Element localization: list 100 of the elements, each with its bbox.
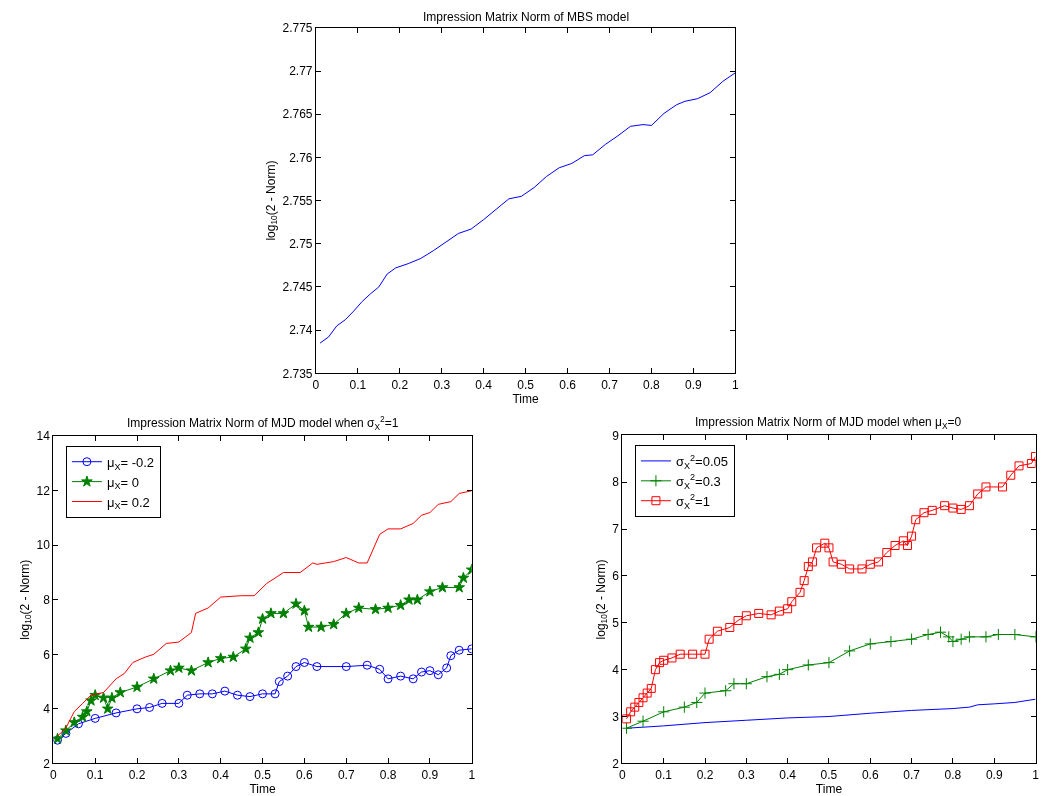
y-tick-label: 2.74 (289, 323, 313, 338)
point (425, 666, 435, 676)
point (265, 607, 277, 619)
legend-label: μ$_{X}$= -0.2 (106, 454, 155, 472)
point (655, 658, 665, 668)
point (659, 655, 669, 665)
y-tick-label: 2.77 (289, 64, 313, 79)
point (232, 690, 242, 700)
point (173, 661, 185, 673)
point (712, 626, 722, 636)
y-tick-label: 4 (43, 702, 51, 717)
x-tick-label: 0.7 (601, 377, 619, 392)
point (940, 501, 950, 511)
point (369, 603, 382, 615)
point (733, 615, 743, 625)
point (245, 692, 255, 702)
x-tick-label: 0.9 (985, 767, 1003, 782)
y-tick-label: 9 (612, 428, 620, 443)
x-tick-label: 0.9 (685, 377, 703, 392)
point (101, 702, 114, 714)
x-tick-label: 0.8 (643, 377, 661, 392)
point (442, 663, 452, 673)
point (630, 702, 640, 712)
point (283, 671, 293, 681)
point (622, 722, 633, 735)
y-tick-label: 2 (43, 756, 51, 771)
point (704, 634, 714, 644)
point (394, 599, 407, 611)
point (446, 651, 456, 661)
x-tick-label: 0 (312, 377, 320, 392)
point (1026, 459, 1036, 469)
point (927, 505, 937, 515)
point (195, 689, 205, 699)
point (725, 623, 735, 632)
point (898, 536, 908, 546)
point (973, 489, 983, 499)
point (690, 696, 703, 709)
point (362, 660, 372, 670)
x-tick-label: 1 (1032, 767, 1040, 782)
point (622, 714, 631, 724)
point (239, 642, 252, 654)
point (312, 662, 322, 672)
point (787, 597, 797, 607)
x-tick-label: 0.4 (779, 767, 797, 782)
point (220, 686, 230, 696)
point (132, 704, 142, 714)
point (145, 702, 155, 712)
point (955, 633, 968, 646)
point (157, 698, 167, 708)
x-axis-title: Time (249, 781, 276, 796)
point (874, 557, 884, 567)
point (626, 707, 636, 717)
y-tick-label: 2 (612, 756, 620, 771)
point (997, 482, 1007, 492)
x-tick-label: 0.2 (128, 767, 146, 782)
point (182, 690, 192, 700)
point (174, 698, 184, 708)
y-tick-label: 12 (36, 483, 51, 498)
x-tick-label: 0.7 (337, 767, 355, 782)
point (227, 650, 240, 663)
y-tick-label: 7 (612, 522, 620, 537)
point (646, 683, 656, 693)
point (147, 672, 160, 684)
point (298, 604, 311, 616)
point (291, 662, 301, 672)
x-tick-label: 1 (468, 767, 476, 782)
x-tick-label: 0.4 (212, 767, 230, 782)
x-tick-label: 0.1 (655, 767, 673, 782)
point (857, 564, 867, 574)
x-tick-label: 0 (619, 767, 627, 782)
line-series (319, 72, 736, 344)
point (802, 658, 815, 672)
point (948, 503, 958, 513)
x-tick-label: 0.5 (254, 767, 272, 782)
legend-label: μ$_{X}$= 0 (106, 474, 139, 492)
point (807, 557, 817, 567)
point (890, 541, 900, 551)
point (76, 710, 89, 723)
y-tick-label: 8 (612, 475, 620, 490)
point (963, 630, 976, 643)
point (68, 716, 81, 728)
point (700, 649, 710, 659)
point (922, 628, 935, 641)
point (408, 674, 418, 684)
point (403, 593, 415, 605)
point (638, 693, 648, 703)
point (884, 635, 898, 648)
point (864, 637, 877, 650)
point (812, 543, 822, 553)
point (274, 677, 284, 687)
point (258, 689, 268, 699)
x-axis-title: Time (512, 391, 540, 406)
x-tick-label: 0.1 (349, 377, 367, 392)
point (760, 670, 774, 683)
y-tick-label: 2.765 (282, 107, 313, 122)
x-tick-label: 0.8 (379, 767, 397, 782)
point (822, 656, 836, 669)
x-tick-label: 0.6 (861, 767, 879, 782)
point (836, 559, 846, 569)
point (327, 618, 340, 630)
